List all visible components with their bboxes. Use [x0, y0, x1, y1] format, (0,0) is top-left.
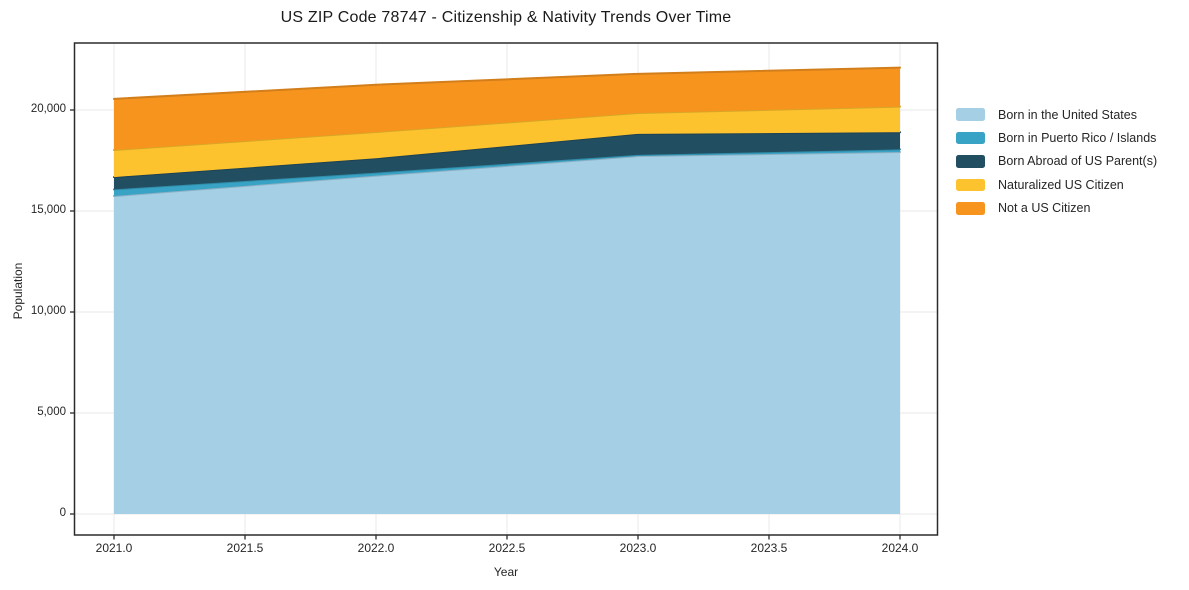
legend-label: Born Abroad of US Parent(s) — [998, 154, 1158, 169]
legend-item: Not a US Citizen — [956, 197, 1157, 220]
legend-swatch — [956, 108, 985, 121]
area-series — [114, 67, 900, 150]
legend-item: Naturalized US Citizen — [956, 173, 1157, 196]
x-tick-label: 2021.0 — [95, 541, 133, 555]
legend-swatch — [956, 131, 985, 145]
y-tick-label: 10,000 — [30, 305, 66, 317]
y-tick-label: 0 — [59, 507, 66, 519]
legend-label: Born in Puerto Rico / Islands — [998, 131, 1157, 146]
legend-swatch — [956, 178, 985, 192]
y-tick-label: 20,000 — [30, 103, 66, 115]
x-tick-label: 2022.5 — [488, 541, 526, 555]
legend: Born in the United States Born in Puerto … — [956, 103, 1157, 220]
legend-swatch — [956, 155, 985, 168]
area-series — [114, 106, 900, 178]
legend-label: Not a US Citizen — [998, 201, 1091, 216]
legend-swatch — [956, 202, 985, 215]
x-axis-label: Year — [493, 565, 519, 579]
legend-item: Born in the United States — [956, 103, 1157, 126]
x-tick-label: 2021.5 — [226, 541, 264, 555]
legend-item: Born in Puerto Rico / Islands — [956, 126, 1157, 149]
legend-item: Born Abroad of US Parent(s) — [956, 150, 1157, 173]
x-tick-label: 2022.0 — [357, 541, 395, 555]
area-series — [114, 152, 900, 515]
chart-title: US ZIP Code 78747 - Citizenship & Nativi… — [280, 9, 732, 26]
x-tick-label: 2023.0 — [619, 541, 657, 555]
area-edge — [113, 66, 901, 100]
y-tick-label: 5,000 — [37, 406, 66, 418]
y-tick-label: 15,000 — [30, 204, 66, 216]
legend-label: Naturalized US Citizen — [998, 177, 1124, 192]
x-tick-label: 2024.0 — [881, 541, 919, 555]
legend-label: Born in the United States — [998, 107, 1137, 122]
x-tick-label: 2023.5 — [750, 541, 788, 555]
area-series — [114, 132, 900, 190]
axes-frame — [73, 42, 939, 536]
